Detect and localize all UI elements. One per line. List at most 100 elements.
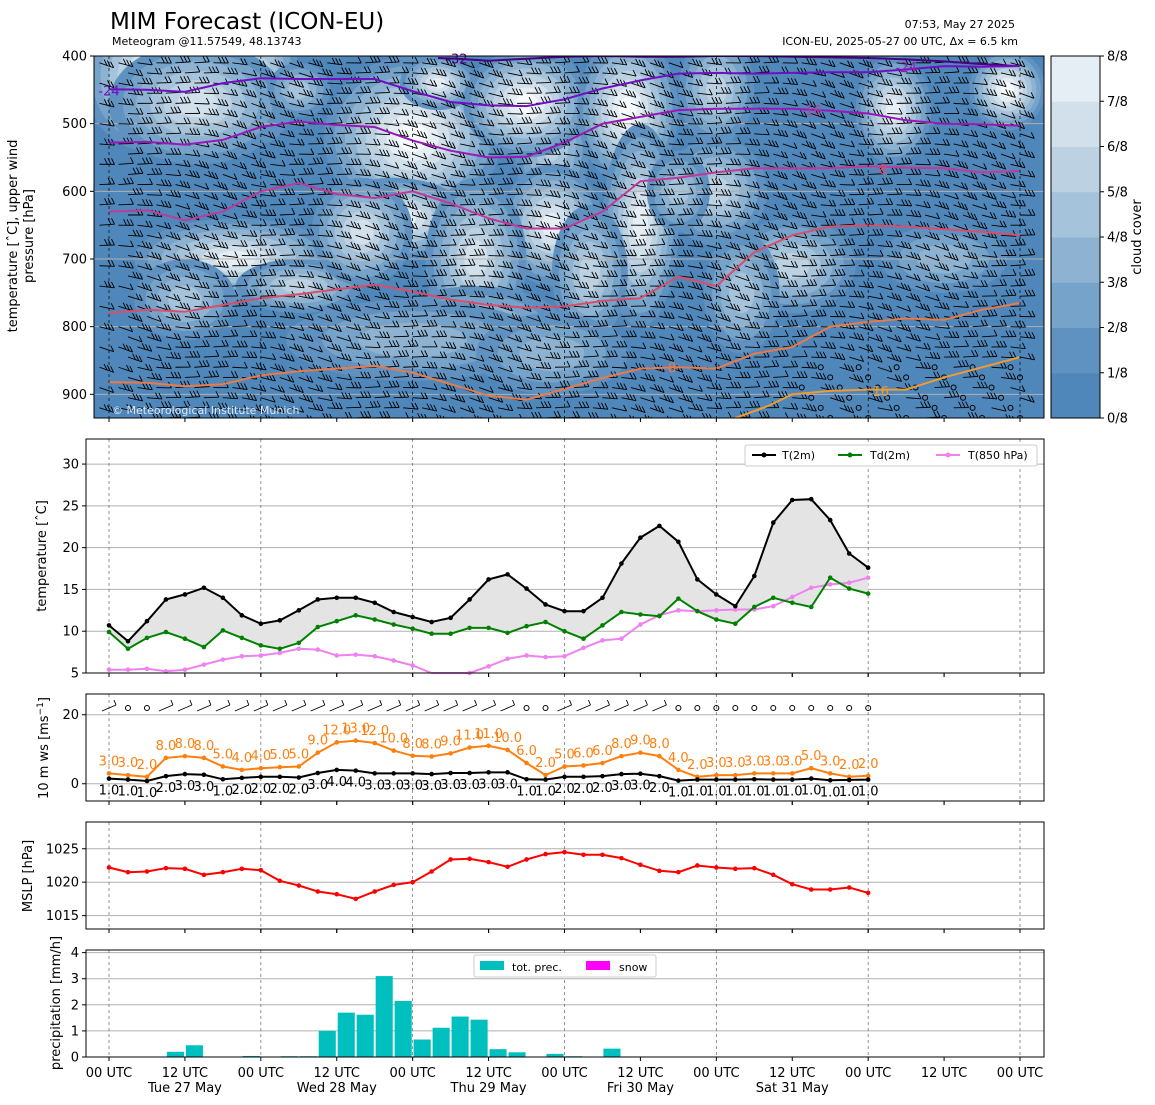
wind-barb-feather bbox=[230, 392, 235, 399]
wind-barb-feather bbox=[167, 201, 172, 208]
wind-barb-feather bbox=[360, 210, 364, 218]
wind-barb-feather bbox=[103, 59, 108, 66]
wind-barb-feather bbox=[148, 58, 153, 66]
wind-barb-feather bbox=[543, 200, 548, 208]
wind-barb-staff bbox=[298, 72, 314, 78]
wind-barb-feather bbox=[221, 360, 226, 367]
wind-barb-feather bbox=[202, 262, 206, 269]
wind-barb-feather bbox=[420, 329, 425, 337]
wind-barb-feather bbox=[262, 219, 267, 226]
wind-barb-feather bbox=[528, 58, 533, 65]
wind-barb-feather bbox=[452, 320, 457, 328]
wind-barb-feather bbox=[490, 177, 495, 185]
wind-barb-feather bbox=[423, 173, 428, 180]
wind-barb-feather bbox=[367, 371, 372, 379]
wind-barb-feather bbox=[470, 61, 475, 68]
wind-barb-staff bbox=[365, 305, 380, 310]
wind-barb-feather bbox=[369, 401, 374, 408]
wind-barb-feather bbox=[230, 192, 235, 199]
wind-barb-feather bbox=[515, 187, 520, 195]
wind-barb-feather bbox=[293, 301, 298, 309]
wind-barb-feather bbox=[458, 268, 463, 276]
wind-barb-feather bbox=[439, 151, 443, 159]
wind-barb-feather bbox=[474, 332, 478, 339]
wind-barb-feather bbox=[312, 58, 317, 66]
wind-barb-feather bbox=[455, 269, 460, 276]
wind-barb-feather bbox=[496, 334, 500, 341]
wind-barb-feather bbox=[360, 168, 365, 176]
wind-barb-staff bbox=[222, 255, 238, 258]
wind-barb-feather bbox=[163, 263, 168, 270]
wind-barb-feather bbox=[426, 99, 431, 106]
wind-barb-feather bbox=[331, 57, 336, 65]
wind-barb-feather bbox=[335, 58, 340, 65]
wind-barb-staff bbox=[526, 132, 542, 135]
wind-barb-feather bbox=[373, 138, 378, 146]
wind-barb-feather bbox=[135, 69, 140, 76]
wind-barb-feather bbox=[319, 325, 323, 332]
wind-barb-feather bbox=[107, 177, 112, 185]
wind-barb-feather bbox=[262, 180, 267, 188]
wind-barb-feather bbox=[300, 177, 305, 185]
wind-barb-feather bbox=[195, 254, 200, 261]
wind-barb-feather bbox=[167, 343, 172, 350]
wind-barb-staff bbox=[137, 162, 153, 165]
wind-barb-feather bbox=[489, 366, 494, 373]
wind-barb-feather bbox=[385, 254, 390, 261]
wind-barb-staff bbox=[298, 173, 314, 175]
wind-barb-feather bbox=[547, 179, 552, 187]
wind-barb-feather bbox=[297, 99, 301, 107]
wind-barb-feather bbox=[195, 192, 200, 200]
wind-barb-feather bbox=[344, 411, 349, 418]
wind-barb-feather bbox=[490, 324, 494, 331]
wind-barb-feather bbox=[530, 332, 535, 340]
wind-barb-feather bbox=[451, 122, 456, 129]
wind-barb-staff bbox=[365, 61, 381, 64]
wind-barb-staff bbox=[336, 376, 352, 381]
wind-barb-feather bbox=[329, 147, 334, 154]
wind-barb-feather bbox=[405, 330, 410, 337]
wind-barb-feather bbox=[411, 381, 416, 388]
wind-barb-feather bbox=[243, 201, 248, 209]
wind-barb-feather bbox=[157, 315, 162, 322]
wind-barb-feather bbox=[277, 100, 282, 108]
wind-barb-feather bbox=[382, 107, 387, 114]
wind-barb-feather bbox=[363, 371, 368, 379]
wind-barb-feather bbox=[110, 366, 115, 373]
wind-barb-feather bbox=[445, 140, 450, 147]
wind-barb-feather bbox=[515, 354, 519, 362]
wind-barb-feather bbox=[360, 332, 364, 339]
wind-barb-feather bbox=[196, 390, 201, 397]
wind-barb-feather bbox=[315, 384, 320, 391]
wind-barb-staff bbox=[222, 335, 238, 338]
wind-barb-feather bbox=[405, 272, 409, 279]
wind-barb-feather bbox=[578, 401, 583, 408]
wind-barb-feather bbox=[562, 243, 567, 250]
wind-barb-feather bbox=[217, 181, 222, 188]
wind-barb-feather bbox=[594, 108, 599, 116]
wind-barb-staff bbox=[175, 61, 191, 64]
wind-barb-feather bbox=[135, 293, 140, 300]
wind-barb-feather bbox=[281, 301, 286, 308]
wind-barb-feather bbox=[429, 404, 434, 411]
wind-barb-feather bbox=[316, 240, 321, 247]
wind-barb-feather bbox=[360, 411, 365, 418]
wind-barb-feather bbox=[154, 334, 159, 341]
wind-barb-feather bbox=[572, 390, 577, 398]
wind-barb-feather bbox=[161, 361, 165, 369]
wind-barb-feather bbox=[224, 183, 228, 190]
wind-barb-feather bbox=[316, 157, 321, 164]
wind-barb-staff bbox=[441, 284, 457, 287]
wind-barb-feather bbox=[278, 218, 283, 225]
wind-barb-feather bbox=[424, 414, 427, 418]
wind-barb-staff bbox=[213, 204, 228, 211]
wind-barb-feather bbox=[557, 86, 561, 93]
wind-barb-staff bbox=[327, 142, 343, 145]
wind-barb-feather bbox=[366, 294, 371, 302]
wind-barb-feather bbox=[398, 310, 403, 317]
wind-barb-staff bbox=[251, 143, 266, 149]
wind-barb-feather bbox=[414, 402, 419, 410]
wind-barb-feather bbox=[471, 258, 476, 266]
wind-barb-feather bbox=[512, 167, 516, 175]
wind-barb-feather bbox=[129, 304, 134, 312]
